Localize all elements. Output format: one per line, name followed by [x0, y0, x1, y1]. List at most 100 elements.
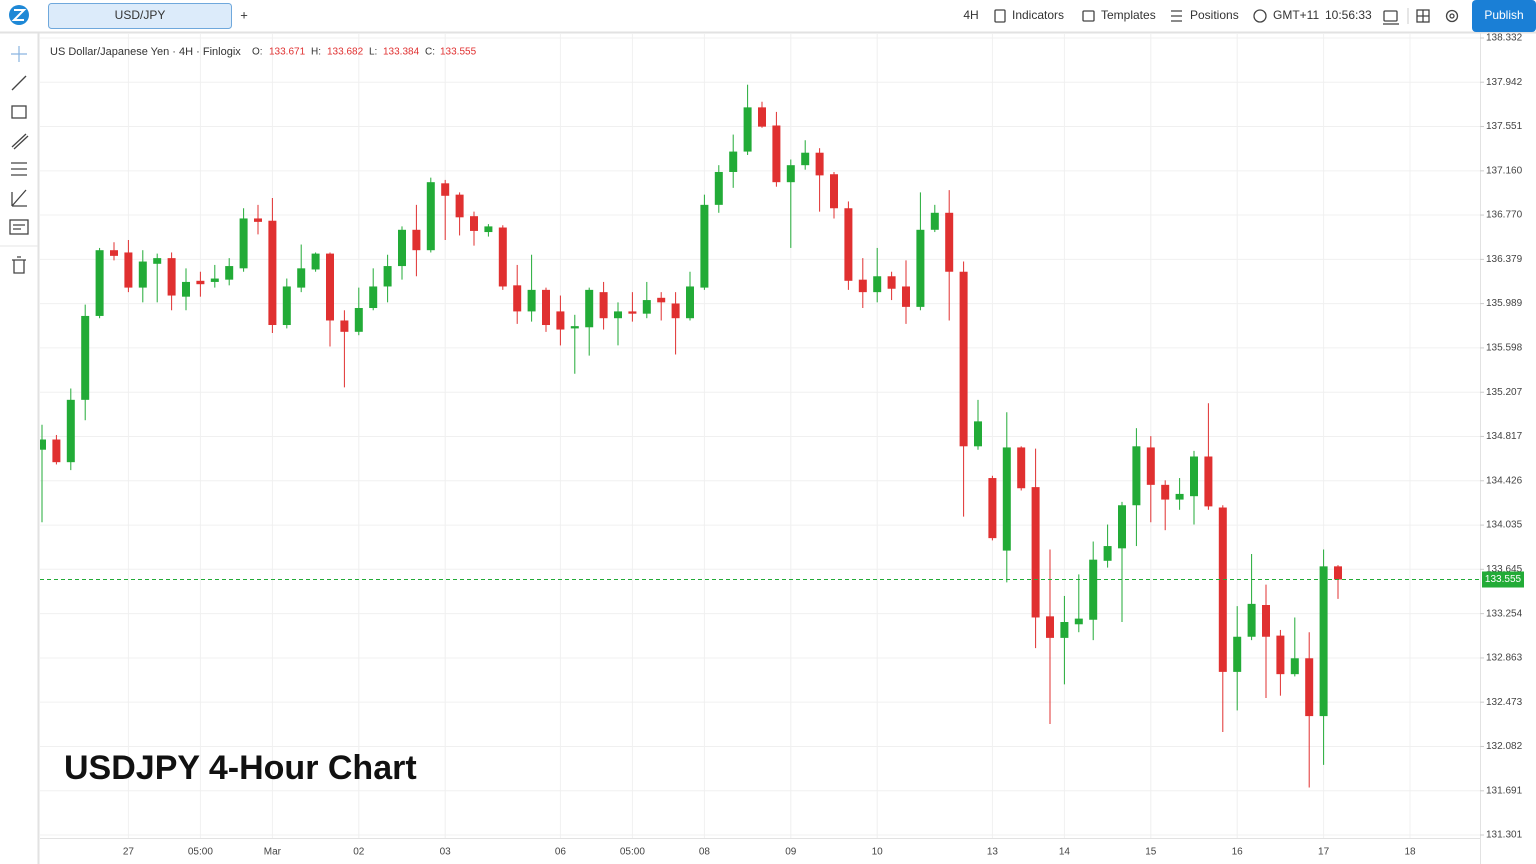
candle-body	[383, 266, 392, 287]
logo-mark	[11, 9, 27, 21]
clock: 10:56:33	[1325, 8, 1372, 22]
y-tick-label: 136.770	[1486, 210, 1523, 221]
candle-body	[743, 107, 752, 152]
y-tick-label: 132.473	[1486, 697, 1523, 708]
plot-area	[40, 84, 1480, 788]
candle-body	[830, 174, 838, 209]
add-tab[interactable]: +	[240, 7, 248, 22]
x-tick-label: 02	[353, 847, 365, 858]
ohlc-legend: O: 133.671 H: 133.682 L: 133.384 C: 133.555	[252, 47, 477, 58]
ohlc-value: 133.682	[327, 47, 364, 58]
candle-body	[1247, 603, 1256, 637]
settings-icon-center	[1449, 13, 1455, 19]
indicators-icon	[994, 9, 1006, 23]
last-price-box	[1482, 571, 1524, 588]
candle-body	[916, 229, 925, 307]
x-tick-label: 03	[440, 847, 452, 858]
candle-body	[254, 218, 262, 222]
ohlc-label: C:	[425, 47, 435, 58]
last-price-label: 133.555	[1485, 574, 1522, 585]
timezone-button[interactable]: GMT+11	[1273, 8, 1319, 22]
candle-body	[1132, 446, 1141, 506]
candle-body	[844, 208, 853, 281]
candle-body	[599, 292, 608, 319]
y-tick-label: 131.301	[1486, 830, 1523, 841]
candle-body	[95, 250, 104, 316]
y-tick-label: 132.863	[1486, 653, 1523, 664]
candle-body	[1031, 487, 1040, 618]
candle-body	[887, 276, 896, 289]
positions-button[interactable]: Positions	[1190, 8, 1239, 22]
candle-body	[1190, 456, 1198, 497]
candle-body	[714, 171, 723, 205]
candle-body	[1319, 566, 1328, 717]
publish-button[interactable]	[1472, 0, 1536, 32]
delete-tool[interactable]	[12, 256, 26, 274]
y-tick-label: 133.254	[1486, 608, 1523, 619]
candle-body	[412, 229, 421, 251]
candle-body	[1146, 447, 1155, 485]
x-tick-label: 05:00	[188, 847, 213, 858]
chart-annotation: USDJPY 4-Hour Chart	[64, 749, 417, 787]
candle-body	[40, 439, 46, 450]
trendline-tool[interactable]	[11, 75, 27, 91]
candle-body	[801, 152, 810, 166]
templates-icon	[1082, 10, 1095, 22]
candle-body	[657, 297, 666, 303]
candle-body	[311, 253, 320, 270]
candle-body	[484, 226, 493, 233]
candle-body	[902, 286, 910, 307]
settings-icon[interactable]	[1445, 9, 1459, 23]
candle-body	[470, 216, 478, 231]
symbol-tab[interactable]	[48, 3, 232, 29]
crosshair-tool[interactable]	[11, 46, 27, 62]
y-tick-label: 138.332	[1486, 33, 1523, 44]
text-tool[interactable]	[9, 219, 29, 235]
candle-body	[700, 204, 709, 288]
candle-body	[815, 152, 824, 176]
interval-button[interactable]: 4H	[963, 8, 978, 22]
candle-body	[628, 311, 637, 314]
candle-body	[642, 300, 651, 314]
candle-body	[239, 218, 248, 269]
timezone-icon	[1253, 9, 1267, 23]
rectangle-tool[interactable]	[11, 105, 27, 119]
ohlc-label: L:	[369, 47, 377, 58]
y-tick-label: 133.645	[1486, 564, 1523, 575]
candle-body	[1262, 605, 1270, 637]
candle-body	[52, 439, 61, 463]
axes: 131.301 131.691 132.082 132.473 132.863 133.2…	[123, 33, 1524, 858]
templates-button[interactable]: Templates	[1101, 8, 1156, 22]
candle-body	[225, 266, 234, 280]
candle-body	[1103, 546, 1112, 561]
candle-body	[282, 286, 291, 326]
candle-body	[1233, 636, 1242, 672]
candle-body	[110, 250, 118, 256]
x-tick-label: 13	[987, 847, 999, 858]
fib-tool[interactable]	[11, 162, 27, 176]
gann-tool[interactable]	[11, 189, 27, 207]
candle-body	[66, 399, 75, 463]
candle-body	[297, 268, 306, 288]
candle-body	[527, 289, 536, 312]
candle-body	[1334, 566, 1342, 580]
screenshot-icon[interactable]	[1383, 10, 1398, 22]
candle-body	[858, 279, 867, 293]
x-tick-label: 15	[1145, 847, 1157, 858]
candle-body	[1204, 456, 1213, 507]
indicators-button[interactable]: Indicators	[1012, 8, 1064, 22]
candle-body	[1218, 507, 1227, 672]
candle-body	[1118, 505, 1126, 549]
x-tick-label: 10	[872, 847, 884, 858]
y-tick-label: 137.942	[1486, 77, 1523, 88]
candle-body	[945, 212, 954, 272]
candle-body	[1175, 493, 1184, 500]
candle-body	[959, 271, 968, 447]
channel-tool[interactable]	[11, 133, 29, 150]
candle-body	[441, 183, 450, 196]
candle-body	[1161, 484, 1170, 500]
candle-body	[513, 285, 522, 312]
candle-body	[542, 289, 550, 326]
y-tick-label: 135.598	[1486, 343, 1523, 354]
